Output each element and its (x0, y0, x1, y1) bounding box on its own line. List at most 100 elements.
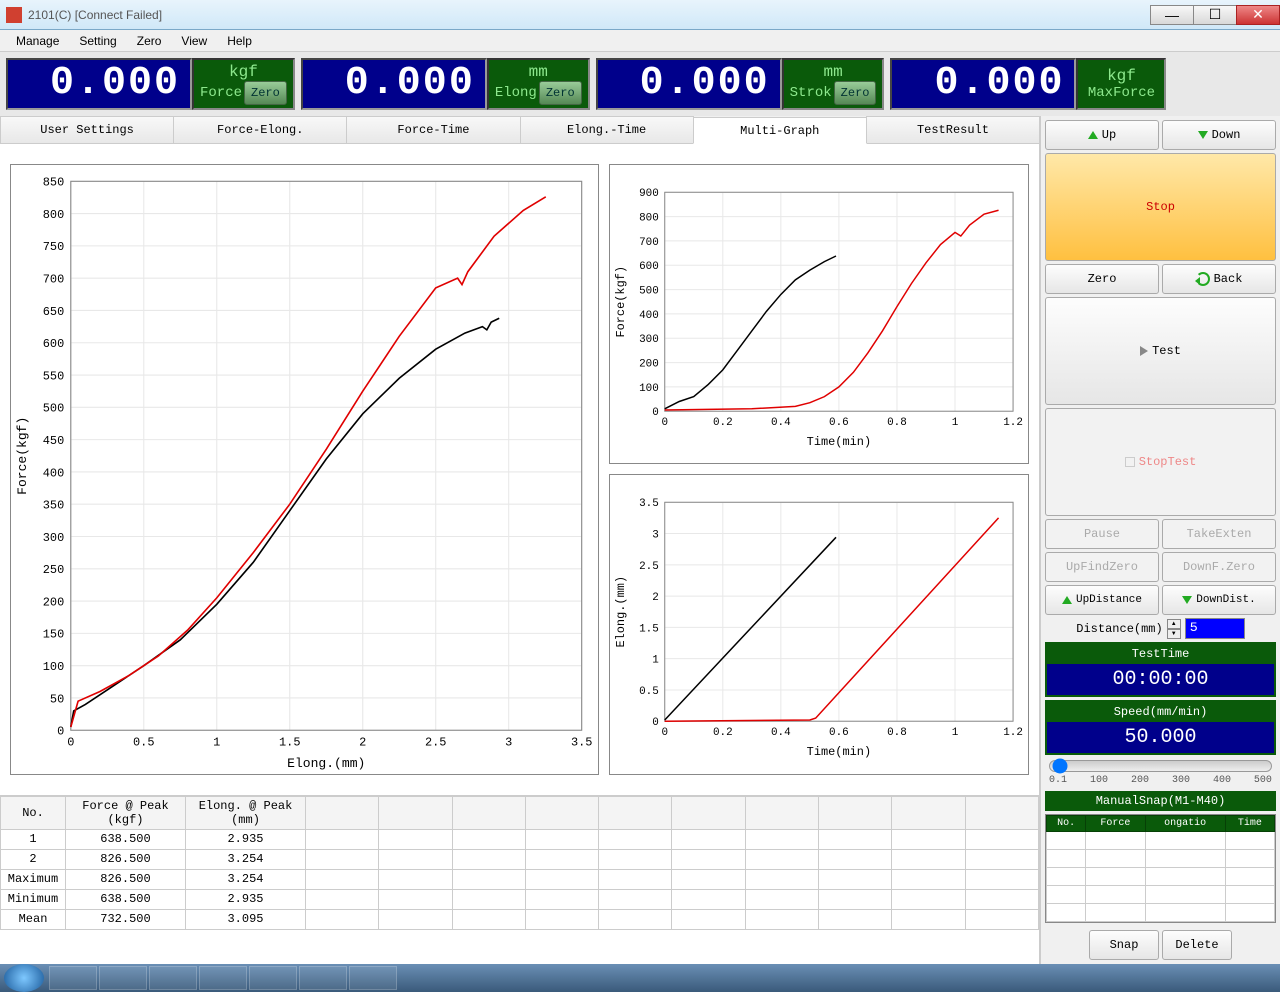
menu-manage[interactable]: Manage (6, 32, 69, 50)
test-button[interactable]: Test (1045, 297, 1276, 405)
svg-text:2: 2 (359, 735, 366, 749)
speed-value: 50.000 (1047, 722, 1274, 753)
svg-text:0: 0 (661, 417, 668, 429)
menu-setting[interactable]: Setting (69, 32, 126, 50)
svg-text:2.5: 2.5 (639, 561, 659, 573)
taskbar-item[interactable] (299, 966, 347, 990)
taskbar-item[interactable] (199, 966, 247, 990)
distance-up[interactable]: ▲ (1167, 619, 1181, 629)
taskbar-item[interactable] (149, 966, 197, 990)
svg-text:0.2: 0.2 (713, 728, 733, 740)
up-button[interactable]: Up (1045, 120, 1159, 150)
svg-text:300: 300 (639, 334, 659, 346)
start-button[interactable] (4, 964, 44, 992)
delete-button[interactable]: Delete (1162, 930, 1232, 960)
force-label-box: kgf Force Zero (192, 58, 295, 110)
updistance-button[interactable]: UpDistance (1045, 585, 1159, 615)
svg-text:400: 400 (639, 310, 659, 322)
takeexten-button[interactable]: TakeExten (1162, 519, 1276, 549)
minimize-button[interactable]: — (1150, 5, 1194, 25)
upfindzero-label: UpFindZero (1066, 560, 1138, 574)
arrow-up-icon (1088, 131, 1098, 139)
taskbar-item[interactable] (99, 966, 147, 990)
square-icon (1125, 457, 1135, 467)
tab-force-time[interactable]: Force-Time (346, 116, 520, 143)
tab-multi-graph[interactable]: Multi-Graph (693, 117, 867, 144)
distance-down[interactable]: ▼ (1167, 629, 1181, 639)
force-zero-button[interactable]: Zero (244, 81, 287, 105)
svg-text:0: 0 (652, 718, 659, 730)
svg-text:1: 1 (213, 735, 220, 749)
updistance-label: UpDistance (1076, 594, 1142, 606)
tab-force-elong[interactable]: Force-Elong. (173, 116, 347, 143)
stoptest-button[interactable]: StopTest (1045, 408, 1276, 516)
chart-area: 00.511.522.533.5050100150200250300350400… (0, 144, 1039, 795)
svg-text:0.8: 0.8 (887, 417, 907, 429)
results-table-wrap[interactable]: No.Force @ Peak (kgf)Elong. @ Peak (mm) … (0, 795, 1039, 964)
elong-readout: 0.000 (301, 58, 487, 110)
tab-elong-time[interactable]: Elong.-Time (520, 116, 694, 143)
speed-header: Speed(mm/min) (1047, 702, 1274, 722)
testtime-header: TestTime (1047, 644, 1274, 664)
svg-text:0.6: 0.6 (829, 728, 849, 740)
force-label: Force (200, 85, 242, 101)
snap-col-elong: ongatio (1145, 816, 1225, 832)
taskbar-item[interactable] (49, 966, 97, 990)
arrow-down-icon (1198, 131, 1208, 139)
app-icon (6, 7, 22, 23)
titlebar: 2101(C) [Connect Failed] — ☐ ✕ (0, 0, 1280, 30)
downdist-button[interactable]: DownDist. (1162, 585, 1276, 615)
menu-help[interactable]: Help (217, 32, 262, 50)
control-panel: Up Down Stop Zero Back Test StopTest Pau… (1040, 116, 1280, 964)
distance-input[interactable] (1185, 618, 1245, 639)
svg-text:0: 0 (67, 735, 74, 749)
upfindzero-button[interactable]: UpFindZero (1045, 552, 1159, 582)
svg-text:Time(min): Time(min) (807, 745, 871, 759)
tab-user-settings[interactable]: User Settings (0, 116, 174, 143)
stroke-label: Strok (790, 85, 832, 101)
menu-zero[interactable]: Zero (127, 32, 172, 50)
readout-panel: 0.000 kgf Force Zero 0.000 mm Elong Zero… (0, 52, 1280, 116)
slider-ticks: 0.1 100 200 300 400 500 (1049, 775, 1272, 786)
stroke-unit: mm (823, 63, 842, 81)
svg-text:Force(kgf): Force(kgf) (614, 266, 628, 338)
delete-label: Delete (1175, 938, 1218, 952)
down-label: Down (1212, 128, 1241, 142)
test-label: Test (1152, 344, 1181, 358)
svg-text:0: 0 (661, 728, 668, 740)
tick-1: 100 (1090, 775, 1108, 786)
takeexten-label: TakeExten (1187, 527, 1252, 541)
svg-text:0.5: 0.5 (639, 686, 659, 698)
speed-slider[interactable] (1049, 760, 1272, 772)
elong-zero-button[interactable]: Zero (539, 81, 582, 105)
taskbar-item[interactable] (349, 966, 397, 990)
stroke-zero-button[interactable]: Zero (834, 81, 877, 105)
tick-3: 300 (1172, 775, 1190, 786)
svg-text:0: 0 (652, 407, 659, 419)
maximize-button[interactable]: ☐ (1193, 5, 1237, 25)
menu-view[interactable]: View (171, 32, 217, 50)
pause-button[interactable]: Pause (1045, 519, 1159, 549)
snap-button[interactable]: Snap (1089, 930, 1159, 960)
chart-force-elong: 00.511.522.533.5050100150200250300350400… (10, 164, 599, 775)
downfzero-button[interactable]: DownF.Zero (1162, 552, 1276, 582)
tab-testresult[interactable]: TestResult (866, 116, 1040, 143)
zero-button[interactable]: Zero (1045, 264, 1159, 294)
tick-5: 500 (1254, 775, 1272, 786)
svg-text:700: 700 (639, 237, 659, 249)
taskbar-item[interactable] (249, 966, 297, 990)
back-button[interactable]: Back (1162, 264, 1276, 294)
down-button[interactable]: Down (1162, 120, 1276, 150)
svg-text:2.5: 2.5 (425, 735, 447, 749)
stop-button[interactable]: Stop (1045, 153, 1276, 261)
elong-label-box: mm Elong Zero (487, 58, 590, 110)
svg-text:800: 800 (639, 213, 659, 225)
svg-text:1.5: 1.5 (279, 735, 301, 749)
tab-bar: User Settings Force-Elong. Force-Time El… (0, 116, 1039, 144)
maxforce-unit: kgf (1107, 67, 1136, 85)
results-table: No.Force @ Peak (kgf)Elong. @ Peak (mm) … (0, 796, 1039, 930)
chart-force-time: 00.20.40.60.811.201002003004005006007008… (609, 164, 1029, 464)
close-button[interactable]: ✕ (1236, 5, 1280, 25)
taskbar[interactable] (0, 964, 1280, 992)
svg-text:100: 100 (43, 660, 65, 674)
